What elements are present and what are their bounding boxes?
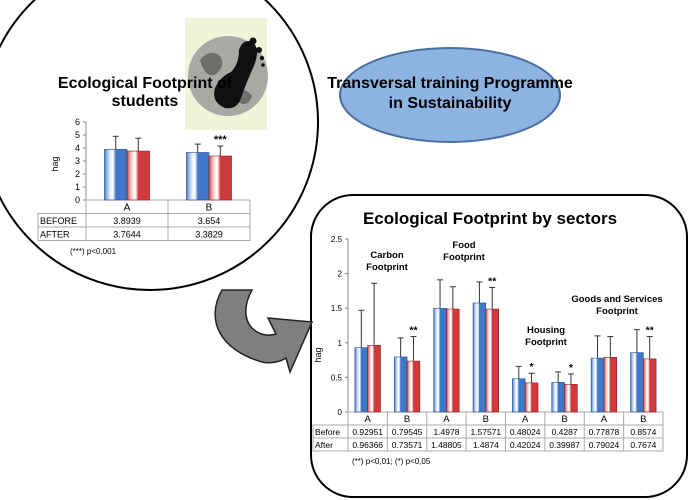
- bar-before: [590, 357, 605, 413]
- category-label: B: [561, 414, 567, 425]
- group-label: Food: [452, 240, 475, 251]
- table-value: 1.4978: [433, 427, 459, 437]
- bar-after: [643, 358, 657, 413]
- y-tick-label: 4: [75, 143, 80, 153]
- bar-before: [354, 347, 368, 413]
- y-tick-label: 1: [338, 339, 343, 348]
- globe-footprint-icon: [185, 18, 268, 130]
- y-tick-label: 6: [75, 117, 80, 127]
- y-tick-label: 0: [338, 408, 343, 417]
- bar-after: [564, 384, 578, 413]
- chart1-title-line1: Ecological Footprint of: [58, 75, 233, 92]
- table-value: 0.48024: [510, 427, 541, 437]
- bar-after: [524, 382, 539, 413]
- group-label: Footprint: [366, 262, 409, 273]
- table-value: 0.7674: [630, 440, 656, 450]
- group-label: Footprint: [596, 306, 639, 317]
- students-circle: [0, 0, 319, 291]
- table-value: 1.57571: [470, 427, 501, 437]
- chart2-title: Ecological Footprint by sectors: [363, 209, 617, 228]
- programme-label-line2: in Sustainability: [389, 95, 512, 112]
- significance-marker: ***: [214, 134, 228, 146]
- bar-before: [472, 302, 487, 413]
- bar-before: [186, 152, 210, 201]
- y-tick-label: 5: [75, 130, 80, 140]
- category-label: A: [124, 203, 131, 214]
- category-label: A: [522, 414, 529, 425]
- bar-before: [433, 308, 447, 413]
- table-value: 0.4287: [552, 427, 578, 437]
- chart1-footnote: (***) p<0,001: [70, 247, 117, 256]
- programme-label-line1: Transversal training Programme: [327, 75, 573, 92]
- table-value: 0.96366: [352, 440, 383, 450]
- table-value: 0.79545: [392, 427, 423, 437]
- table-value: 0.77878: [589, 427, 620, 437]
- bar-after: [208, 155, 232, 201]
- category-label: B: [640, 414, 646, 425]
- table-row-label: AFTER: [40, 230, 70, 240]
- group-label: Goods and Services: [571, 294, 662, 305]
- bar-after: [126, 150, 150, 201]
- table-row-label: Before: [315, 427, 340, 437]
- y-tick-label: 1.5: [331, 304, 343, 313]
- group-label: Footprint: [443, 252, 486, 263]
- y-tick-label: 1: [75, 182, 80, 192]
- table-row-label: After: [315, 440, 333, 450]
- table-value: 0.92951: [352, 427, 383, 437]
- significance-marker: **: [646, 325, 655, 337]
- sectors-panel: [310, 194, 688, 498]
- chart2: 0 0.5 1 1.5 2 2.5 Before After A 0.92951 0.96366 B 0…: [312, 235, 664, 452]
- significance-marker: *: [569, 362, 574, 374]
- category-label: A: [365, 414, 372, 425]
- y-tick-label: 2: [75, 169, 80, 179]
- chart2-footnote: (**) p<0,01; (*) p<0,05: [352, 457, 431, 466]
- bar-before: [393, 356, 408, 413]
- table-value: 0.73571: [392, 440, 423, 450]
- category-label: B: [404, 414, 410, 425]
- bar-after: [485, 308, 499, 413]
- curved-arrow-icon: [214, 289, 314, 375]
- table-value: 3.3829: [195, 230, 223, 240]
- bar-before: [512, 378, 526, 413]
- category-label: A: [443, 414, 450, 425]
- bar-before: [551, 382, 565, 413]
- group-label: Housing: [527, 325, 565, 336]
- table-value: 0.79024: [589, 440, 620, 450]
- table-value: 3.654: [198, 216, 221, 226]
- group-label: Carbon: [370, 250, 403, 261]
- significance-marker: **: [409, 325, 418, 337]
- table-value: 0.39987: [549, 440, 580, 450]
- y-tick-label: 2: [338, 270, 343, 279]
- table-value: 3.7644: [113, 230, 141, 240]
- category-label: B: [483, 414, 489, 425]
- bar-after: [446, 308, 460, 413]
- table-value: 1.4874: [473, 440, 499, 450]
- y-tick-label: 0.5: [331, 373, 343, 382]
- y-tick-label: 3: [75, 156, 80, 166]
- table-value: 0.42024: [510, 440, 541, 450]
- group-label: Footprint: [525, 337, 568, 348]
- significance-marker: **: [488, 275, 497, 287]
- bar-after: [406, 360, 421, 413]
- programme-ellipse: [339, 47, 561, 143]
- table-row-label: BEFORE: [40, 216, 77, 226]
- category-label: B: [206, 203, 213, 214]
- bar-after: [603, 357, 618, 413]
- table-value: 3.8939: [113, 216, 141, 226]
- chart1-title-line2: students: [112, 93, 179, 110]
- chart2-ylabel: hag: [313, 347, 323, 362]
- chart1-ylabel: hag: [50, 156, 60, 171]
- table-value: 1.48805: [431, 440, 462, 450]
- significance-marker: *: [530, 361, 535, 373]
- category-label: A: [601, 414, 608, 425]
- chart1: 0 1 2 3 4 5 6 BEFORE AFTER A 3.8939 3.7644 B 3.654 3.3…: [37, 117, 251, 241]
- bar-before: [630, 352, 644, 413]
- bar-before: [104, 149, 128, 201]
- y-tick-label: 2.5: [331, 235, 343, 244]
- bar-after: [367, 345, 381, 413]
- table-value: 0.8574: [630, 427, 656, 437]
- y-tick-label: 0: [75, 195, 80, 205]
